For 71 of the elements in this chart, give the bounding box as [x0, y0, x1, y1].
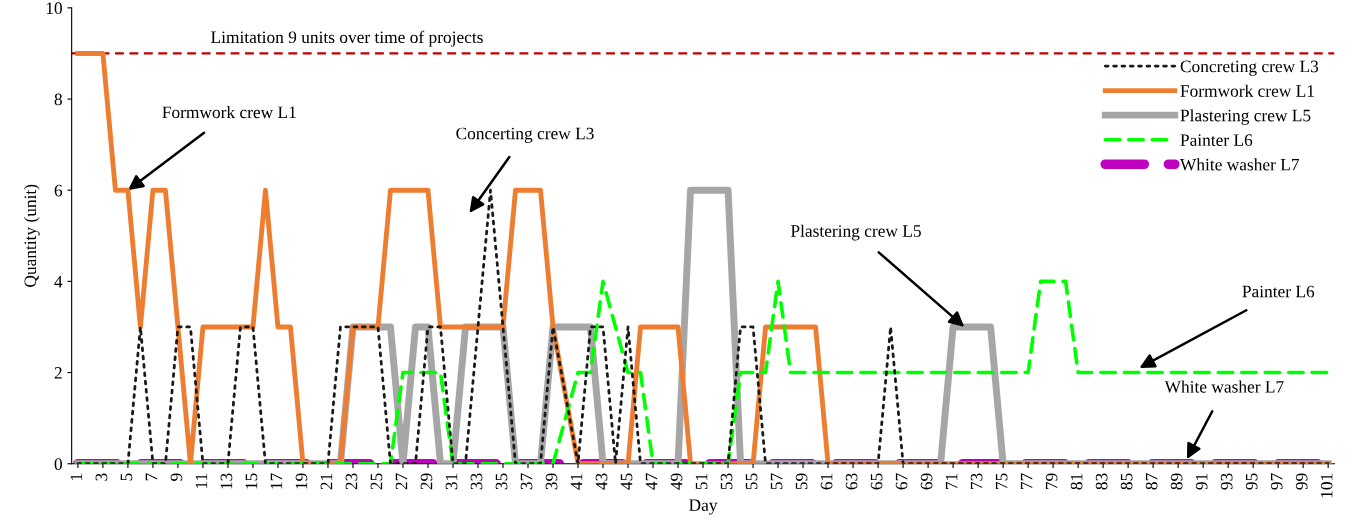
x-tick-label: 97	[1270, 473, 1283, 490]
x-tick-label: 75	[995, 473, 1008, 489]
x-tick-label: 37	[520, 473, 533, 490]
x-tick-label: 55	[745, 473, 758, 490]
legend-label: Painter L6	[1180, 134, 1253, 146]
x-tick-label: 73	[970, 473, 983, 489]
y-tick-label: 10	[46, 2, 62, 15]
x-tick-label: 63	[845, 473, 858, 490]
legend-label: Plastering crew L5	[1180, 109, 1311, 125]
x-tick-label: 13	[220, 473, 233, 489]
y-tick-label: 8	[54, 93, 62, 106]
ref-line-label: Limitation 9 units over time of projects	[211, 30, 483, 47]
y-tick-label: 0	[54, 458, 62, 470]
annotation: Painter L6	[1242, 285, 1315, 298]
x-tick-label: 87	[1145, 473, 1158, 490]
x-tick-label: 61	[820, 473, 833, 490]
x-tick-label: 41	[570, 473, 583, 490]
x-tick-label: 93	[1220, 473, 1233, 490]
annotation: Plastering crew L5	[790, 224, 921, 241]
legend-label: Concreting crew L3	[1180, 60, 1319, 76]
y-tick-label: 6	[54, 184, 63, 197]
x-tick-label: 59	[795, 473, 808, 490]
annotation: White washer L7	[1164, 380, 1284, 393]
annotation: Formwork crew L1	[162, 105, 296, 119]
x-tick-label: 77	[1020, 473, 1033, 489]
x-tick-label: 65	[870, 473, 883, 490]
x-tick-label: 3	[95, 473, 108, 481]
y-tick-label: 4	[54, 275, 63, 288]
annotation: Concerting crew L3	[456, 127, 594, 143]
x-tick-label: 79	[1045, 473, 1058, 489]
x-tick-label: 21	[320, 473, 333, 490]
x-tick-label: 85	[1120, 473, 1133, 490]
x-tick-label: 39	[545, 473, 558, 490]
legend-label: White washer L7	[1179, 158, 1300, 171]
x-tick-label: 53	[720, 473, 733, 490]
x-tick-label: 67	[895, 473, 908, 490]
x-tick-label: 1	[70, 473, 83, 480]
x-tick-label: 25	[370, 473, 383, 490]
x-tick-label: 17	[270, 473, 283, 489]
x-tick-label: 15	[245, 473, 258, 489]
x-tick-label: 11	[195, 473, 208, 488]
x-tick-label: 83	[1095, 473, 1108, 490]
x-tick-label: 57	[770, 473, 783, 490]
x-tick-label: 29	[420, 473, 433, 490]
x-tick-label: 89	[1170, 473, 1183, 490]
x-tick-label: 23	[345, 473, 358, 490]
y-tick-label: 2	[54, 367, 62, 379]
x-axis-title: Day	[689, 499, 718, 515]
line-series	[75, 51, 1331, 464]
x-tick-label: 9	[170, 473, 183, 481]
x-tick-label: 91	[1195, 473, 1208, 490]
x-tick-label: 19	[295, 473, 308, 489]
x-tick-label: 47	[645, 473, 658, 490]
x-tick-label: 35	[495, 473, 508, 490]
x-tick-label: 27	[395, 473, 408, 490]
x-tick-label: 101	[1320, 473, 1333, 498]
x-tick-label: 99	[1295, 473, 1308, 490]
x-tick-label: 31	[445, 473, 458, 490]
x-tick-label: 71	[945, 473, 958, 489]
x-tick-label: 45	[620, 473, 633, 490]
x-tick-label: 95	[1245, 473, 1258, 490]
x-tick-label: 43	[595, 473, 608, 490]
x-tick-label: 69	[920, 473, 933, 490]
y-axis-title: Quantity (unit)	[23, 184, 40, 287]
x-tick-label: 49	[670, 473, 683, 490]
legend-label: Formwork crew L1	[1180, 84, 1314, 97]
x-tick-label: 51	[695, 473, 708, 490]
x-tick-label: 81	[1070, 473, 1083, 490]
x-tick-label: 7	[145, 473, 158, 481]
x-tick-label: 33	[470, 473, 483, 490]
x-tick-label: 5	[120, 473, 133, 481]
